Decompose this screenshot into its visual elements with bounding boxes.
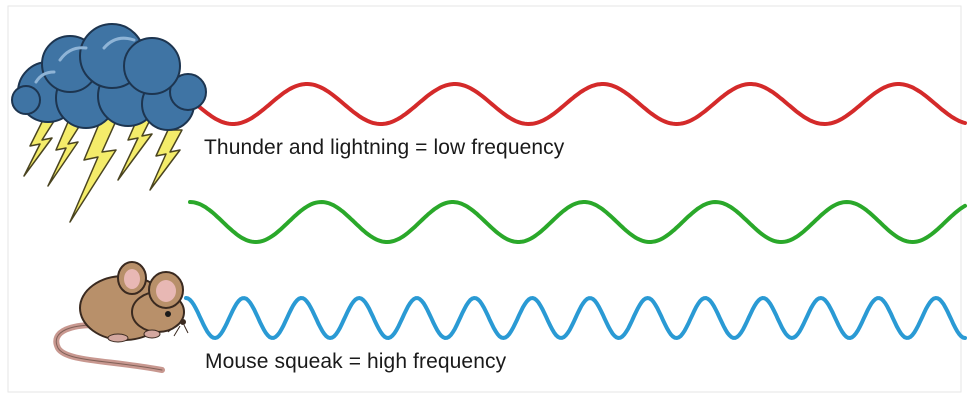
low-frequency-caption: Thunder and lightning = low frequency <box>204 136 565 159</box>
low-frequency-wave <box>194 82 967 127</box>
high-frequency-caption: Mouse squeak = high frequency <box>205 350 507 373</box>
medium-frequency-wave <box>188 199 967 245</box>
lightning-bolt-icon <box>47 121 83 187</box>
lightning-bolt-icon <box>149 129 183 191</box>
lightning-bolt-icon <box>23 117 57 177</box>
high-frequency-wave <box>184 295 967 341</box>
storm-cloud-icon <box>11 23 207 223</box>
frame <box>7 5 962 393</box>
mouse-icon <box>53 261 189 373</box>
